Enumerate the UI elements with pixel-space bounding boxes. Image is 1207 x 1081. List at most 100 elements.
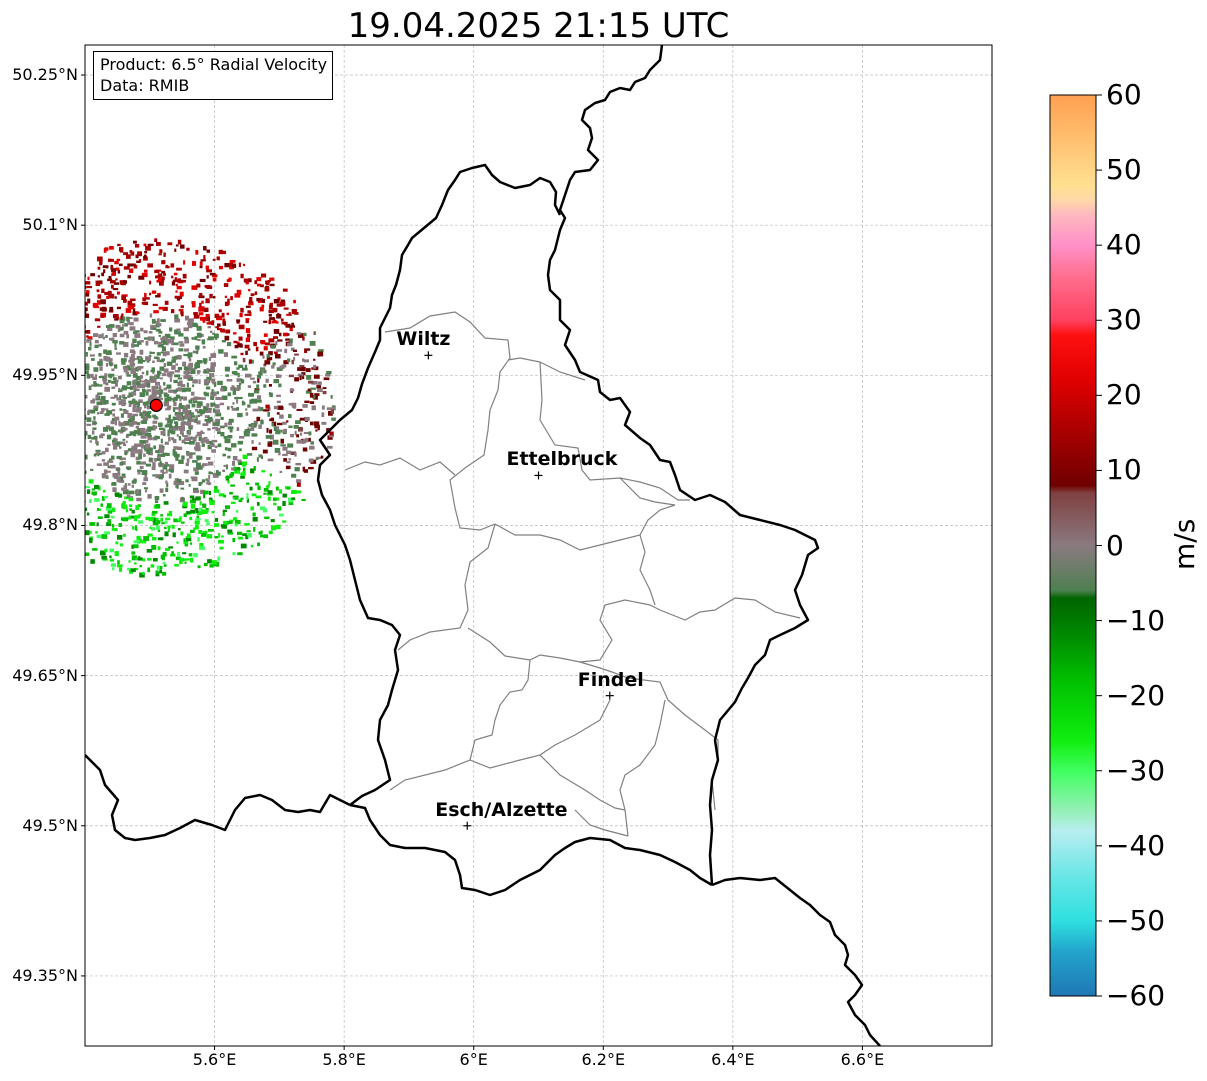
echo-cell	[273, 298, 280, 304]
echo-cell	[155, 570, 159, 575]
echo-cell	[0, 402, 4, 406]
echo-cell	[224, 301, 229, 307]
echo-cell	[188, 399, 193, 404]
echo-cell	[25, 504, 29, 508]
echo-cell	[37, 461, 41, 464]
echo-cell	[23, 492, 26, 496]
echo-cell	[161, 373, 167, 377]
echo-cell	[265, 485, 269, 488]
echo-cell	[135, 408, 142, 413]
echo-cell	[162, 552, 167, 557]
echo-cell	[288, 374, 294, 378]
echo-cell	[76, 416, 80, 418]
echo-cell	[174, 411, 178, 416]
echo-cell	[265, 435, 272, 439]
echo-cell	[158, 565, 163, 570]
echo-cell	[248, 303, 254, 306]
echo-cell	[118, 567, 122, 572]
echo-cell	[45, 419, 49, 423]
echo-cell	[174, 369, 181, 373]
echo-cell	[85, 293, 90, 297]
echo-cell	[144, 446, 149, 449]
echo-cell	[137, 340, 142, 345]
colorbar-tick-label: −20	[1106, 678, 1166, 712]
echo-cell	[246, 482, 250, 485]
echo-cell	[40, 399, 45, 403]
echo-cell	[224, 438, 231, 444]
echo-cell	[190, 418, 195, 423]
echo-cell	[301, 498, 306, 501]
echo-cell	[45, 475, 48, 478]
echo-cell	[61, 416, 66, 420]
echo-cell	[141, 572, 145, 575]
echo-cell	[35, 314, 40, 316]
echo-cell	[173, 480, 179, 486]
echo-cell	[144, 473, 147, 479]
echo-cell	[139, 427, 146, 432]
echo-cell	[64, 480, 68, 484]
echo-cell	[186, 437, 191, 442]
echo-cell	[121, 394, 126, 399]
echo-cell	[180, 396, 183, 400]
echo-cell	[64, 433, 69, 436]
echo-cell	[184, 338, 189, 344]
echo-cell	[89, 537, 93, 543]
echo-cell	[5, 446, 8, 449]
echo-cell	[222, 320, 226, 326]
echo-cell	[238, 336, 243, 341]
echo-cell	[54, 503, 57, 506]
echo-cell	[222, 511, 225, 517]
echo-cell	[213, 422, 220, 426]
echo-cell	[165, 517, 171, 521]
echo-cell	[45, 468, 51, 473]
echo-cell	[59, 433, 61, 437]
echo-cell	[109, 358, 113, 362]
echo-cell	[264, 342, 270, 346]
echo-cell	[68, 355, 72, 360]
echo-cell	[56, 448, 60, 451]
echo-cell	[196, 420, 201, 425]
echo-cell	[112, 473, 119, 478]
echo-cell	[100, 299, 106, 305]
echo-cell	[164, 461, 169, 465]
echo-cell	[150, 427, 156, 431]
echo-cell	[193, 314, 200, 319]
echo-cell	[227, 447, 232, 452]
echo-cell	[85, 313, 90, 318]
echo-cell	[149, 313, 153, 318]
echo-cell	[50, 482, 53, 486]
echo-cell	[123, 266, 130, 270]
echo-cell	[194, 471, 199, 475]
echo-cell	[128, 403, 132, 407]
echo-cell	[104, 373, 108, 378]
echo-cell	[98, 508, 102, 511]
echo-cell	[63, 406, 67, 410]
echo-cell	[48, 286, 54, 289]
echo-cell	[257, 378, 260, 383]
echo-cell	[112, 340, 118, 344]
echo-cell	[166, 343, 169, 346]
echo-cell	[125, 466, 132, 470]
echo-cell	[256, 399, 262, 403]
echo-cell	[206, 403, 210, 408]
echo-cell	[108, 293, 115, 299]
echo-cell	[277, 506, 282, 511]
echo-cell	[231, 385, 235, 389]
echo-cell	[92, 427, 97, 430]
echo-cell	[184, 315, 190, 321]
echo-cell	[47, 344, 53, 347]
echo-cell	[48, 431, 53, 435]
echo-cell	[160, 319, 166, 322]
echo-cell	[255, 495, 262, 499]
echo-cell	[301, 366, 306, 372]
echo-cell	[323, 377, 330, 381]
echo-cell	[166, 513, 173, 517]
echo-cell	[226, 378, 233, 382]
echo-cell	[171, 359, 176, 363]
echo-cell	[132, 413, 139, 417]
echo-cell	[266, 427, 269, 433]
echo-cell	[167, 527, 171, 532]
echo-cell	[70, 536, 73, 539]
echo-cell	[256, 277, 262, 282]
echo-cell	[42, 446, 48, 449]
